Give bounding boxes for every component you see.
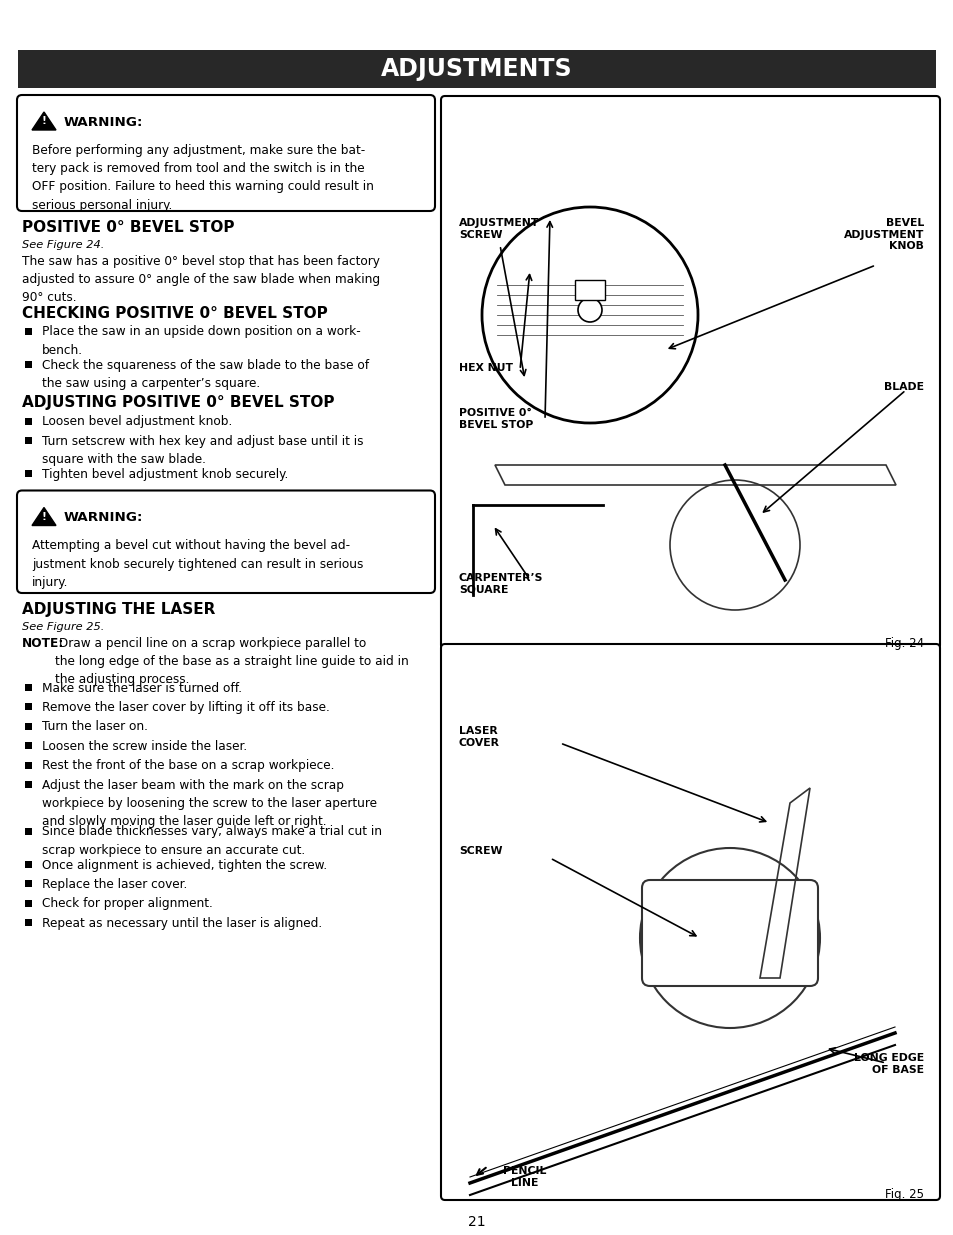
FancyBboxPatch shape [17,95,435,211]
Text: Draw a pencil line on a scrap workpiece parallel to
the long edge of the base as: Draw a pencil line on a scrap workpiece … [55,637,408,687]
Text: LASER
COVER: LASER COVER [458,726,499,747]
Text: HEX NUT: HEX NUT [458,363,513,373]
Text: POSITIVE 0°
BEVEL STOP: POSITIVE 0° BEVEL STOP [458,408,533,430]
Bar [25,827,32,835]
Bar [25,683,32,690]
Text: Once alignment is achieved, tighten the screw.: Once alignment is achieved, tighten the … [42,858,327,872]
Bar [25,703,32,710]
Text: Fig. 25: Fig. 25 [884,1188,923,1200]
Text: Repeat as necessary until the laser is aligned.: Repeat as necessary until the laser is a… [42,918,322,930]
FancyBboxPatch shape [18,49,935,88]
Bar [25,722,32,730]
Text: Replace the laser cover.: Replace the laser cover. [42,878,187,890]
Text: BEVEL
ADJUSTMENT
KNOB: BEVEL ADJUSTMENT KNOB [842,219,923,251]
FancyBboxPatch shape [440,643,939,1200]
Text: ADJUSTMENTS: ADJUSTMENTS [381,57,572,82]
Bar [25,919,32,926]
Text: Rest the front of the base on a scrap workpiece.: Rest the front of the base on a scrap wo… [42,760,334,773]
Text: !: ! [42,116,47,126]
Text: POSITIVE 0° BEVEL STOP: POSITIVE 0° BEVEL STOP [22,220,234,235]
Bar [25,471,32,477]
Text: 21: 21 [468,1215,485,1229]
Text: Make sure the laser is turned off.: Make sure the laser is turned off. [42,682,242,694]
Bar [25,899,32,906]
Text: PENCIL
LINE: PENCIL LINE [503,1166,546,1188]
Polygon shape [32,112,56,130]
Text: Place the saw in an upside down position on a work-
bench.: Place the saw in an upside down position… [42,326,360,357]
Bar [25,742,32,748]
Text: Attempting a bevel cut without having the bevel ad-
justment knob securely tight: Attempting a bevel cut without having th… [32,540,363,589]
Text: Fig. 24: Fig. 24 [884,637,923,650]
Bar [575,280,604,300]
Bar [25,762,32,768]
Text: Turn the laser on.: Turn the laser on. [42,720,148,734]
Text: CHECKING POSITIVE 0° BEVEL STOP: CHECKING POSITIVE 0° BEVEL STOP [22,305,328,321]
Text: ADJUSTING POSITIVE 0° BEVEL STOP: ADJUSTING POSITIVE 0° BEVEL STOP [22,395,335,410]
Text: Before performing any adjustment, make sure the bat-
tery pack is removed from t: Before performing any adjustment, make s… [32,144,374,211]
Text: CARPENTER’S
SQUARE: CARPENTER’S SQUARE [458,573,543,594]
Circle shape [578,298,601,322]
Text: ADJUSTMENT
SCREW: ADJUSTMENT SCREW [458,219,538,240]
Text: WARNING:: WARNING: [64,116,143,128]
FancyBboxPatch shape [17,490,435,593]
Text: ADJUSTING THE LASER: ADJUSTING THE LASER [22,601,215,618]
Text: Check for proper alignment.: Check for proper alignment. [42,898,213,910]
Text: See Figure 24.: See Figure 24. [22,240,104,249]
FancyBboxPatch shape [440,96,939,650]
Text: Adjust the laser beam with the mark on the scrap
workpiece by loosening the scre: Adjust the laser beam with the mark on t… [42,779,376,829]
Bar [25,437,32,445]
Text: Since blade thicknesses vary, always make a trial cut in
scrap workpiece to ensu: Since blade thicknesses vary, always mak… [42,825,381,857]
Text: Remove the laser cover by lifting it off its base.: Remove the laser cover by lifting it off… [42,701,330,714]
Bar [25,327,32,335]
Text: Check the squareness of the saw blade to the base of
the saw using a carpenter’s: Check the squareness of the saw blade to… [42,358,369,390]
Bar [25,881,32,887]
Text: Loosen bevel adjustment knob.: Loosen bevel adjustment knob. [42,415,232,429]
Text: Tighten bevel adjustment knob securely.: Tighten bevel adjustment knob securely. [42,468,288,480]
Text: LONG EDGE
OF BASE: LONG EDGE OF BASE [853,1053,923,1074]
Bar [25,781,32,788]
Text: The saw has a positive 0° bevel stop that has been factory
adjusted to assure 0°: The saw has a positive 0° bevel stop tha… [22,254,379,304]
Text: WARNING:: WARNING: [64,511,143,524]
Text: NOTE:: NOTE: [22,637,64,650]
Text: BLADE: BLADE [883,382,923,391]
Text: SCREW: SCREW [458,846,502,856]
Text: Turn setscrew with hex key and adjust base until it is
square with the saw blade: Turn setscrew with hex key and adjust ba… [42,435,363,466]
Bar [25,861,32,867]
Text: !: ! [42,511,47,521]
FancyBboxPatch shape [641,881,817,986]
Bar [25,361,32,368]
Text: See Figure 25.: See Figure 25. [22,622,104,632]
Polygon shape [32,508,56,526]
Bar [25,417,32,425]
Text: Loosen the screw inside the laser.: Loosen the screw inside the laser. [42,740,247,753]
